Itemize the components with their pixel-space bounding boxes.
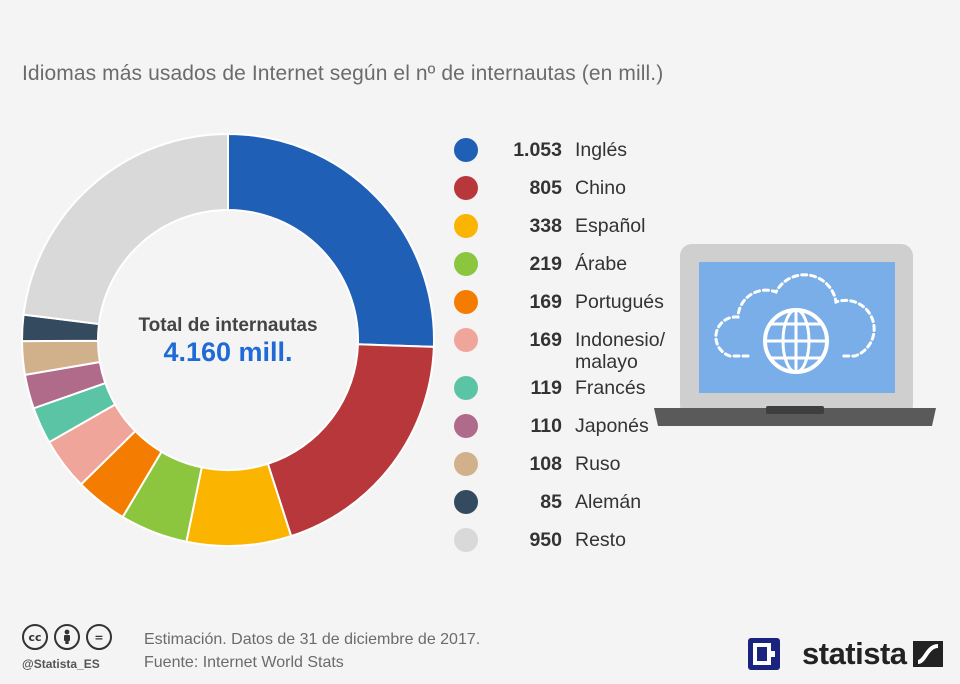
legend-swatch-0	[454, 138, 478, 162]
footer-notes: Estimación. Datos de 31 de diciembre de …	[144, 628, 480, 674]
legend-label-3: Árabe	[575, 253, 628, 275]
legend-item-9: 85 Alemán	[454, 486, 705, 520]
legend-swatch-9	[454, 490, 478, 514]
legend-value-10: 950	[529, 529, 562, 551]
legend-swatch-7	[454, 414, 478, 438]
donut-slice-10	[22, 132, 229, 326]
legend-label-9: Alemán	[575, 491, 642, 513]
license-icons: cc =	[22, 624, 112, 650]
legend-value-6: 119	[530, 377, 562, 399]
legend-value-7: 110	[530, 415, 562, 437]
donut-slice-1	[266, 343, 435, 538]
footer-note-source: Fuente: Internet World Stats	[144, 654, 344, 671]
statista-wordmark: statista	[802, 636, 907, 671]
legend-label-6: Francés	[575, 377, 646, 399]
statista-brand: statista	[748, 636, 943, 672]
legend-item-8: 108 Ruso	[454, 448, 705, 482]
legend-value-0: 1.053	[513, 139, 562, 161]
legend-label-5: Indonesio/malayo	[575, 329, 665, 373]
legend-label-1: Chino	[575, 177, 626, 199]
center-value: 4.160 mill.	[163, 337, 292, 367]
legend-value-3: 219	[529, 253, 562, 275]
legend-swatch-5	[454, 328, 478, 352]
legend-label-4: Portugués	[575, 291, 664, 313]
chart-title: Idiomas más usados de Internet según el …	[22, 62, 664, 85]
footer-note-date: Estimación. Datos de 31 de diciembre de …	[144, 631, 481, 648]
cc-license-icon: cc	[22, 624, 48, 650]
statista-monogram-icon	[748, 638, 780, 670]
legend-swatch-1	[454, 176, 478, 200]
attribution-icon	[54, 624, 80, 650]
laptop-cloud-globe-icon	[654, 244, 936, 426]
legend-item-10: 950 Resto	[454, 524, 705, 558]
legend-item-5: 169 Indonesio/malayo	[454, 324, 705, 373]
statista-flag-icon	[912, 641, 943, 667]
legend-swatch-2	[454, 214, 478, 238]
legend-value-4: 169	[529, 291, 562, 313]
legend-value-1: 805	[529, 177, 562, 199]
legend-label-10: Resto	[575, 529, 626, 551]
no-derivatives-icon: =	[86, 624, 112, 650]
legend-label-2: Español	[575, 215, 646, 237]
legend-item-7: 110 Japonés	[454, 410, 705, 444]
legend-item-1: 805 Chino	[454, 172, 705, 206]
legend-value-9: 85	[540, 491, 562, 513]
legend-swatch-4	[454, 290, 478, 314]
legend-label-8: Ruso	[575, 453, 621, 475]
donut-slice-0	[227, 132, 435, 348]
social-handle: @Statista_ES	[22, 657, 100, 671]
legend-value-5: 169	[529, 329, 562, 351]
donut-chart: Total de internautas 4.160 mill.	[20, 132, 435, 547]
legend-label-0: Inglés	[575, 139, 628, 161]
legend-item-4: 169 Portugués	[454, 286, 705, 320]
legend-swatch-3	[454, 252, 478, 276]
legend-item-3: 219 Árabe	[454, 248, 705, 282]
legend-value-8: 108	[529, 453, 562, 475]
legend-swatch-8	[454, 452, 478, 476]
legend-item-0: 1.053 Inglés	[454, 134, 705, 168]
legend-swatch-10	[454, 528, 478, 552]
legend-swatch-6	[454, 376, 478, 400]
legend-item-6: 119 Francés	[454, 372, 705, 406]
center-label: Total de internautas	[138, 315, 317, 336]
legend-value-2: 338	[529, 215, 562, 237]
legend-item-2: 338 Español	[454, 210, 705, 244]
legend-label-7: Japonés	[575, 415, 649, 437]
